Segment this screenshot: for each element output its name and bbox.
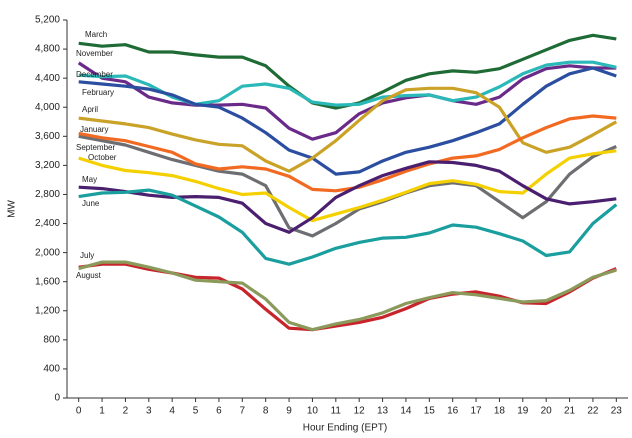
series-line [78, 134, 617, 238]
x-tick-label: 4 [169, 406, 175, 417]
series-label: December [76, 70, 113, 79]
series-line [78, 160, 617, 234]
y-axis-label: MW [7, 200, 18, 218]
x-tick-label: 1 [99, 406, 105, 417]
y-tick-label: 3,600 [35, 131, 60, 142]
x-tick-label: 6 [216, 406, 222, 417]
x-tick-label: 10 [307, 406, 319, 417]
series-line [78, 260, 617, 332]
x-tick-label: 8 [263, 406, 269, 417]
y-tick-label: 800 [43, 334, 60, 345]
y-tick-label: 1,200 [35, 305, 60, 316]
x-tick-label: 12 [354, 406, 366, 417]
y-tick-label: 5,200 [35, 15, 60, 26]
series-label: April [82, 105, 98, 114]
y-tick-label: 3,200 [35, 160, 60, 171]
x-tick-label: 3 [146, 406, 152, 417]
series-label: February [82, 88, 114, 97]
x-tick-label: 13 [377, 406, 389, 417]
x-tick-label: 7 [240, 406, 246, 417]
y-tick-label: 4,000 [35, 102, 60, 113]
series-line [78, 86, 618, 173]
series-label: October [88, 153, 117, 162]
y-tick-label: 0 [54, 393, 60, 404]
series-line [78, 262, 617, 332]
series-label: March [85, 30, 107, 39]
y-tick-label: 2,400 [35, 218, 60, 229]
x-tick-label: 15 [424, 406, 436, 417]
x-tick-label: 22 [587, 406, 599, 417]
y-tick-label: 4,800 [35, 44, 60, 55]
series-line [78, 149, 617, 223]
x-tick-label: 9 [286, 406, 292, 417]
series-line [78, 188, 618, 266]
y-tick-label: 2,000 [35, 247, 60, 258]
y-tick-label: 4,400 [35, 73, 60, 84]
series-line [78, 114, 617, 193]
x-tick-label: 16 [447, 406, 459, 417]
y-tick-label: 2,800 [35, 189, 60, 200]
x-tick-label: 0 [76, 406, 82, 417]
x-tick-label: 23 [611, 406, 623, 417]
series-label: November [76, 49, 113, 58]
x-tick-label: 11 [331, 406, 342, 417]
series-label: June [82, 199, 100, 208]
series-label: August [76, 271, 102, 280]
x-tick-label: 18 [494, 406, 506, 417]
series-line [78, 66, 617, 176]
x-tick-label: 2 [123, 406, 129, 417]
series-label: September [76, 143, 115, 152]
series-line [77, 61, 617, 141]
y-tick-label: 1,600 [35, 276, 60, 287]
x-tick-label: 14 [400, 406, 412, 417]
series-label: May [82, 175, 97, 184]
x-tick-label: 5 [193, 406, 199, 417]
x-tick-label: 20 [541, 406, 553, 417]
x-axis-label: Hour Ending (EPT) [303, 423, 387, 434]
x-tick-label: 17 [471, 406, 483, 417]
x-tick-label: 19 [517, 406, 529, 417]
series-label: January [80, 125, 108, 134]
x-tick-label: 21 [564, 406, 576, 417]
y-tick-label: 400 [43, 364, 60, 375]
series-label: July [80, 251, 94, 260]
